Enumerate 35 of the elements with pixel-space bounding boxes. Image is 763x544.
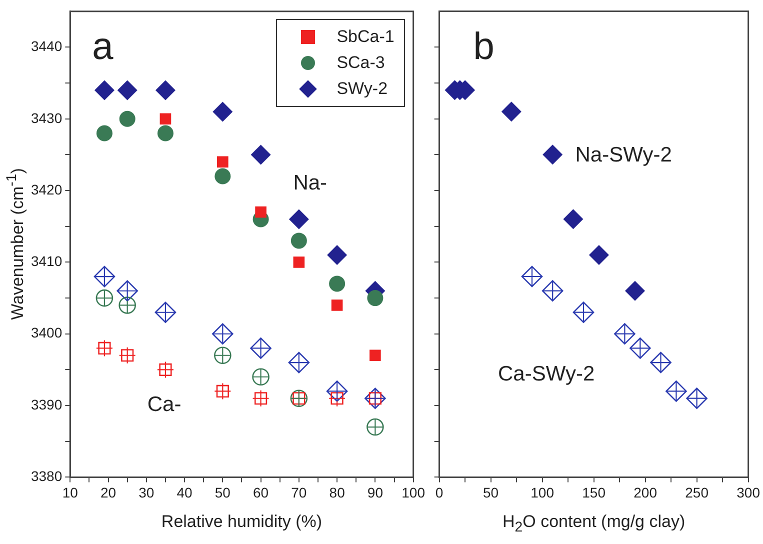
annotation: Ca-SWy-2 xyxy=(498,362,595,386)
x-tick-label: 0 xyxy=(435,484,444,500)
y-tick-label: 3440 xyxy=(30,38,62,54)
y-tick-label: 3420 xyxy=(30,181,62,198)
x-tick-label: 300 xyxy=(736,484,760,500)
x-axis-title: H$_{2}$O content (mg/g clay) xyxy=(502,512,686,536)
y-tick-label: 3430 xyxy=(30,110,62,126)
y-tick-label: 3380 xyxy=(30,468,62,484)
x-tick-label: 40 xyxy=(176,484,193,500)
x-tick-label: 20 xyxy=(100,484,116,500)
legend-label: SbCa-1 xyxy=(336,27,394,48)
x-tick-label: 60 xyxy=(253,484,269,500)
x-tick-label: 100 xyxy=(402,484,426,500)
x-tick-label: 10 xyxy=(62,484,78,500)
x-tick-label: 70 xyxy=(291,484,307,500)
y-tick-label: 3400 xyxy=(30,324,62,341)
x-tick-label: 30 xyxy=(138,484,154,500)
x-tick-label: 50 xyxy=(214,484,231,500)
x-tick-label: 80 xyxy=(329,484,346,500)
annotation: Ca- xyxy=(147,392,182,416)
annotation: b xyxy=(473,26,494,68)
y-tick-label: 3390 xyxy=(30,396,62,412)
x-tick-label: 90 xyxy=(367,484,384,500)
x-axis-title: Relative humidity (%) xyxy=(161,512,322,532)
x-tick-label: 100 xyxy=(530,484,554,500)
legend-label: SCa-3 xyxy=(336,53,385,74)
annotation: a xyxy=(92,26,114,68)
annotation: Na-SWy-2 xyxy=(575,144,672,167)
legend-label: SWy-2 xyxy=(336,79,388,100)
x-tick-label: 200 xyxy=(634,484,658,500)
x-tick-label: 150 xyxy=(582,484,606,500)
x-tick-label: 250 xyxy=(685,484,709,500)
y-tick-label: 3410 xyxy=(30,253,62,270)
x-tick-label: 50 xyxy=(483,484,499,500)
annotation: Na- xyxy=(293,172,328,195)
